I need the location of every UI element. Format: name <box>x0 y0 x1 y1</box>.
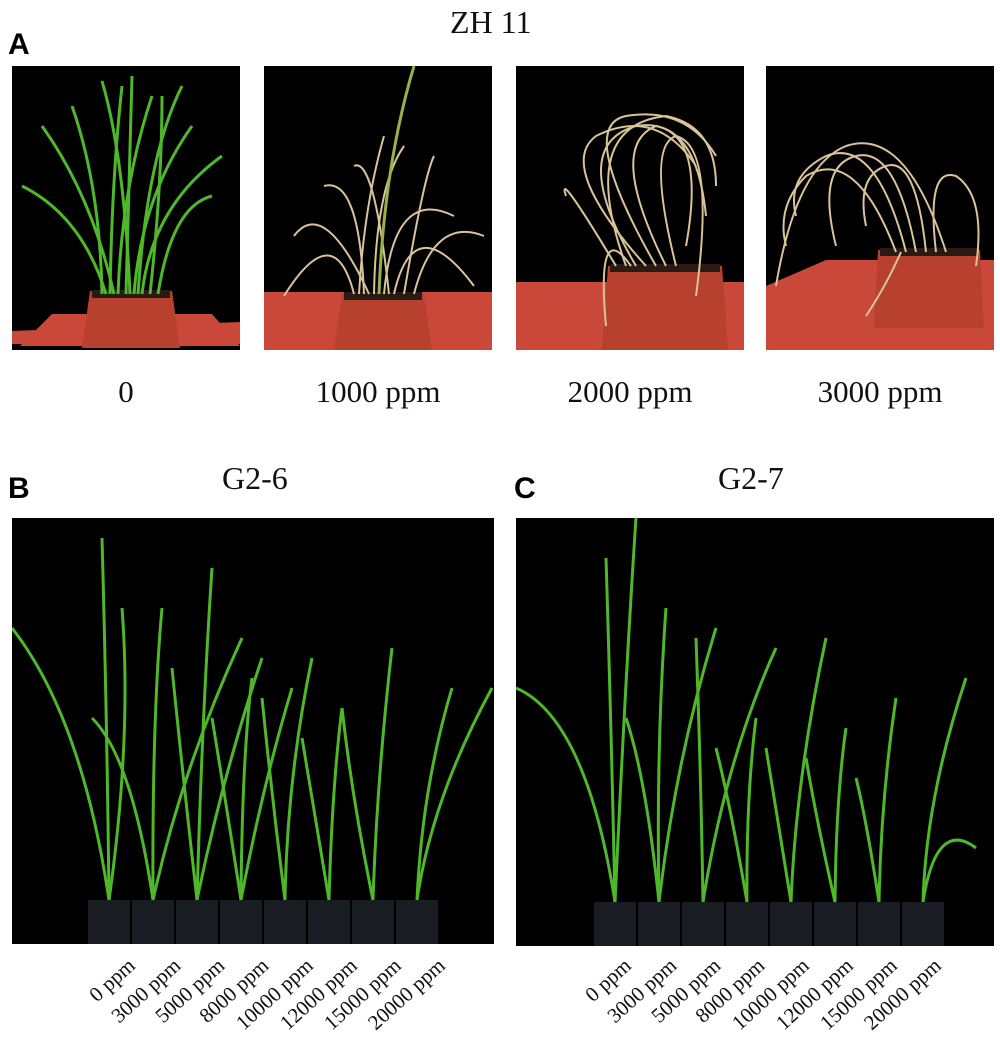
rice-pot-partly-dead <box>264 66 492 350</box>
photo-zh11-0 <box>12 66 240 350</box>
rice-seedlings-row <box>516 518 977 946</box>
rice-pot-dead <box>516 113 744 350</box>
panel-b-title: G2-6 <box>222 460 288 496</box>
panel-a-title: ZH 11 <box>450 4 532 40</box>
panel-letter-c: C <box>514 472 536 505</box>
photo-g2-6 <box>12 518 494 944</box>
rice-pot-healthy <box>12 75 240 348</box>
rice-pot-dead <box>766 142 994 350</box>
photo-zh11-2000 <box>516 66 744 350</box>
photo-g2-7 <box>516 518 994 946</box>
panel-c-title: G2-7 <box>718 460 784 496</box>
rice-seedlings-row <box>12 537 494 944</box>
conc-label-a-4: 3000 ppm <box>817 374 943 409</box>
panel-letter-b: B <box>8 472 30 505</box>
photo-zh11-1000 <box>264 66 492 350</box>
conc-label-a-3: 2000 ppm <box>567 374 693 409</box>
conc-label-a-2: 1000 ppm <box>315 374 441 409</box>
conc-label-a-1: 0 <box>118 374 134 409</box>
photo-zh11-3000 <box>766 66 994 350</box>
panel-letter-a: A <box>8 28 30 61</box>
